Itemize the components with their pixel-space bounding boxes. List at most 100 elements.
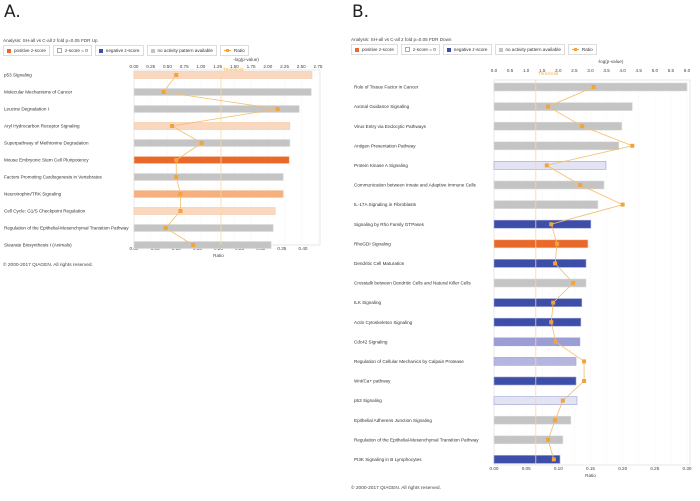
ratio-point bbox=[560, 398, 565, 403]
category-label: Mouse Embryonic Stem Cell Pluripotency bbox=[4, 158, 89, 163]
pvalue-bar bbox=[133, 241, 272, 249]
top-tick-label: 3.0 bbox=[587, 68, 594, 73]
pvalue-bar bbox=[133, 105, 300, 113]
panel-a-legend: positive z-score z-score = 0 negative z-… bbox=[3, 45, 249, 56]
pvalue-bar bbox=[493, 259, 587, 268]
top-tick-label: 0.00 bbox=[130, 64, 139, 69]
ratio-point bbox=[546, 437, 551, 442]
ratio-point bbox=[174, 73, 179, 77]
ratio-point bbox=[555, 241, 560, 246]
category-label: Superpathway of Methionine Degradation bbox=[4, 141, 89, 146]
top-tick-label: 0.5 bbox=[507, 68, 514, 73]
bottom-tick-label: 0.15 bbox=[586, 466, 595, 471]
top-axis-title: -log(p-value) bbox=[233, 57, 259, 62]
category-label: PI3K Signaling in B Lymphocytes bbox=[354, 457, 422, 462]
category-label: RhoGDI Signaling bbox=[354, 241, 391, 246]
pvalue-bar bbox=[133, 71, 313, 79]
pvalue-bar bbox=[493, 376, 577, 386]
top-tick-label: 6.0 bbox=[684, 68, 691, 73]
ratio-point bbox=[549, 320, 554, 325]
category-label: Regulation of the Epithelial-Mesenchymal… bbox=[4, 226, 129, 231]
ratio-point bbox=[630, 143, 635, 148]
pvalue-bar bbox=[493, 200, 599, 209]
pvalue-bar bbox=[133, 156, 290, 164]
pvalue-bar bbox=[133, 173, 284, 181]
bottom-tick-label: 0.35 bbox=[277, 246, 286, 251]
top-tick-label: 2.50 bbox=[297, 64, 306, 69]
category-label: Cdc42 Signaling bbox=[354, 339, 388, 344]
ratio-point bbox=[582, 359, 587, 364]
category-label: ILK Signaling bbox=[354, 300, 382, 305]
top-axis-title: -log(p-value) bbox=[598, 59, 624, 64]
ratio-point bbox=[620, 202, 625, 207]
category-label: Protein Kinase A Signaling bbox=[354, 163, 408, 168]
pvalue-bar bbox=[493, 278, 587, 288]
top-tick-label: 3.5 bbox=[603, 68, 610, 73]
bottom-tick-label: 0.30 bbox=[683, 466, 692, 471]
none-swatch-icon bbox=[150, 48, 155, 53]
pvalue-bar bbox=[493, 141, 620, 151]
legend-zero-zscore: z-score = 0 bbox=[400, 44, 440, 55]
pvalue-bar bbox=[133, 122, 291, 130]
pvalue-bar bbox=[493, 239, 589, 249]
pvalue-bar bbox=[493, 102, 633, 111]
pvalue-bar bbox=[493, 298, 583, 307]
category-label: Virus Entry via Endocytic Pathways bbox=[354, 124, 427, 129]
bottom-tick-label: 0.00 bbox=[490, 466, 499, 471]
ratio-point bbox=[582, 379, 587, 383]
ratio-point bbox=[553, 261, 558, 266]
top-tick-label: 2.0 bbox=[555, 68, 562, 73]
legend-positive-zscore: positive z-score bbox=[3, 45, 50, 56]
bottom-tick-label: 0.10 bbox=[554, 466, 563, 471]
panel-a-copyright: © 2000-2017 QIAGEN. All rights reserved. bbox=[3, 263, 93, 268]
bottom-tick-label: 0.05 bbox=[522, 466, 531, 471]
legend-zero-zscore: z-score = 0 bbox=[52, 45, 92, 56]
top-tick-label: 5.0 bbox=[652, 68, 659, 73]
ratio-point bbox=[571, 281, 576, 285]
ratio-point bbox=[199, 141, 204, 145]
top-tick-label: 0.25 bbox=[146, 64, 155, 69]
ratio-point bbox=[174, 158, 179, 162]
pvalue-bar bbox=[493, 357, 577, 366]
top-tick-label: 4.5 bbox=[636, 68, 643, 73]
top-tick-label: 1.50 bbox=[230, 64, 239, 69]
zero-swatch-icon bbox=[56, 48, 62, 53]
pvalue-bar bbox=[493, 455, 561, 464]
ratio-line-icon bbox=[223, 48, 231, 52]
ratio-point bbox=[191, 243, 196, 247]
top-tick-label: 2.00 bbox=[263, 64, 272, 69]
threshold-label: Threshold bbox=[538, 71, 559, 76]
category-label: Factors Promoting Cardiogenesis in Verte… bbox=[4, 175, 102, 180]
panel-a-analysis-title: Analysis: SH-all vs C-all 2 fold p=0.05 … bbox=[3, 38, 98, 43]
pvalue-bar bbox=[133, 139, 291, 147]
ratio-point bbox=[551, 300, 556, 305]
pvalue-bar bbox=[133, 190, 284, 198]
category-label: p53 Signaling bbox=[354, 398, 382, 403]
bottom-tick-label: 0.20 bbox=[618, 466, 627, 471]
panel-b-letter: B. bbox=[352, 2, 370, 22]
ratio-point bbox=[546, 104, 551, 109]
legend-ratio: Ratio bbox=[219, 45, 249, 56]
category-label: Leucine Degradation I bbox=[4, 107, 49, 112]
category-label: Epithelial Adherens Junction Signaling bbox=[354, 418, 432, 423]
ratio-line-icon bbox=[571, 47, 579, 51]
category-label: Wnt/Ca+ pathway bbox=[354, 379, 391, 384]
top-tick-label: 1.75 bbox=[247, 64, 256, 69]
ratio-point bbox=[275, 107, 280, 111]
pvalue-bar bbox=[493, 435, 564, 445]
pvalue-bar bbox=[133, 207, 276, 215]
category-label: Neurotrophin/TRK Signaling bbox=[4, 192, 62, 197]
pvalue-bar bbox=[493, 180, 605, 190]
pvalue-bar bbox=[493, 161, 607, 170]
category-label: Antigen Presentation Pathway bbox=[354, 143, 416, 148]
top-tick-label: 1.00 bbox=[196, 64, 205, 69]
panel-b-analysis-title: Analysis: SH-all vs C-all 2 fold p=0.05 … bbox=[351, 37, 452, 42]
category-label: Regulation of Cellular Mechanics by Calp… bbox=[354, 359, 464, 364]
plot-area bbox=[493, 79, 691, 466]
chart-panel-a: 0.00 0.25 0.50 0.75 1.00 1.25 1.50 1.75 2.00 2.25… bbox=[4, 57, 323, 258]
category-label: Cell Cycle: G1/S Checkpoint Regulation bbox=[4, 209, 86, 214]
none-swatch-icon bbox=[498, 47, 503, 52]
positive-swatch-icon bbox=[355, 47, 359, 52]
ratio-point bbox=[591, 85, 596, 89]
category-label: Regulation of the Epithelial-Mesenchymal… bbox=[354, 437, 479, 442]
